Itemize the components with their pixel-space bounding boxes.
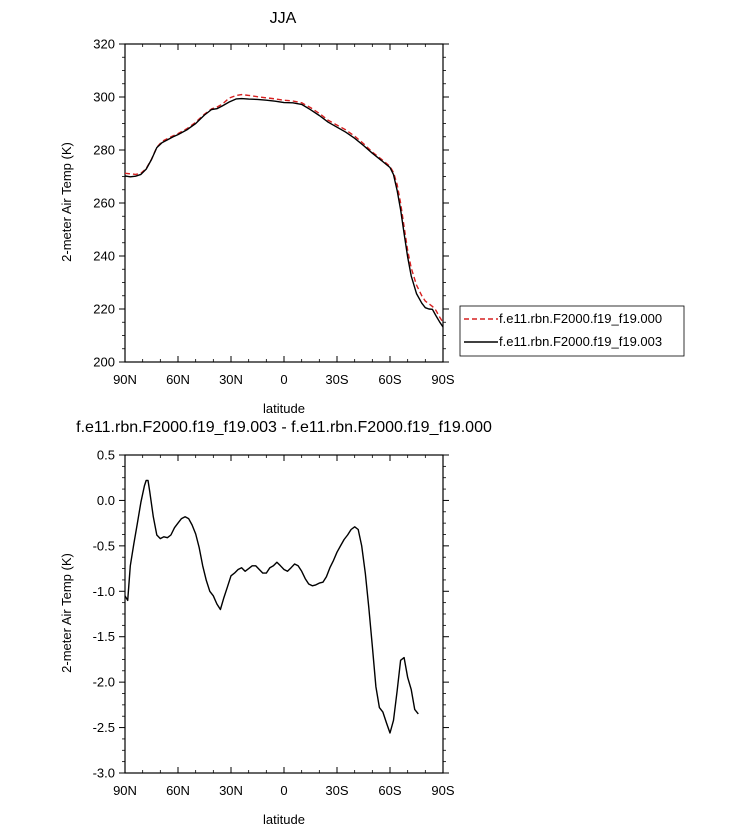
plot-area: 90N 60N 30N 0 30S 60S 90S 0.5 0.0 -0.5 -1.0 -1.5 -2.… [93, 448, 455, 799]
x-axis-label: latitude [263, 812, 305, 827]
chart-title-jja: JJA [270, 10, 297, 27]
y-tick-label: -2.0 [93, 675, 115, 690]
x-tick-label: 60N [166, 372, 190, 387]
y-axis-label: 2-meter Air Temp (K) [59, 553, 74, 673]
y-tick-label: 260 [93, 196, 115, 211]
x-tick-label: 30N [219, 372, 243, 387]
x-axis-label: latitude [263, 401, 305, 416]
legend: f.e11.rbn.F2000.f19_f19.000 f.e11.rbn.F2… [459, 305, 685, 357]
x-tick-label: 90N [113, 783, 137, 798]
y-tick-label: 200 [93, 355, 115, 370]
x-tick-label: 60N [166, 783, 190, 798]
y-tick-label: 300 [93, 90, 115, 105]
series-line-2 [124, 97, 444, 328]
y-tick-label: -0.5 [93, 538, 115, 553]
chart-title-difference: f.e11.rbn.F2000.f19_f19.003 - f.e11.rbn.… [76, 419, 492, 436]
series-line-1 [124, 93, 444, 323]
panel-jja: JJA latitude 2-meter Air Temp (K) 90N 60N… [59, 10, 685, 416]
plot-frame [124, 43, 444, 363]
x-tick-label: 30S [325, 372, 348, 387]
plot-area: 90N 60N 30N 0 30S 60S 90S 200 220 240 260 280 300 320 [93, 37, 455, 388]
legend-label-000: f.e11.rbn.F2000.f19_f19.000 [499, 311, 662, 326]
panel-difference: f.e11.rbn.F2000.f19_f19.003 - f.e11.rbn.… [59, 419, 492, 827]
x-tick-label: 90S [431, 783, 454, 798]
y-axis-label: 2-meter Air Temp (K) [59, 142, 74, 262]
x-tick-label: 60S [378, 372, 401, 387]
y-tick-label: -2.5 [93, 720, 115, 735]
y-tick-label: 0.0 [97, 493, 115, 508]
x-tick-label: 60S [378, 783, 401, 798]
y-tick-label: -1.0 [93, 584, 115, 599]
y-tick-label: -1.5 [93, 629, 115, 644]
y-tick-label: 320 [93, 37, 115, 52]
y-tick-label: 220 [93, 302, 115, 317]
y-tick-label: 240 [93, 249, 115, 264]
y-tick-label: 280 [93, 143, 115, 158]
y-tick-label: -3.0 [93, 766, 115, 781]
series-line-1 [124, 479, 419, 734]
legend-label-003: f.e11.rbn.F2000.f19_f19.003 [499, 334, 662, 349]
x-tick-label: 0 [280, 783, 287, 798]
plot-frame [124, 454, 444, 774]
legend-box [459, 305, 685, 357]
x-tick-label: 30S [325, 783, 348, 798]
x-tick-label: 90N [113, 372, 137, 387]
x-tick-label: 0 [280, 372, 287, 387]
x-tick-label: 30N [219, 783, 243, 798]
y-tick-label: 0.5 [97, 448, 115, 463]
x-tick-label: 90S [431, 372, 454, 387]
